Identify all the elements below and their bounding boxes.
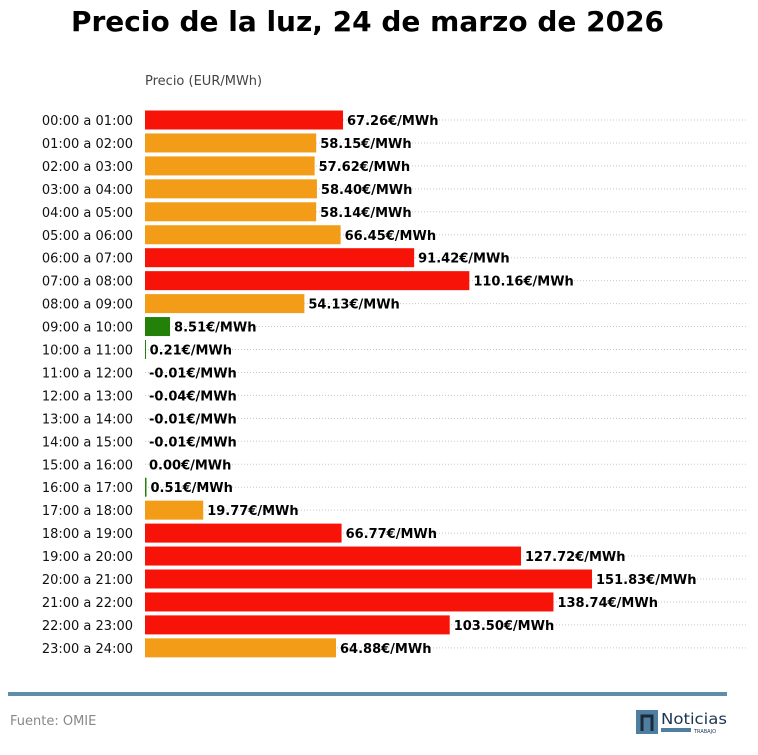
category-label: 05:00 a 06:00 [42, 229, 133, 244]
category-label: 23:00 a 24:00 [42, 642, 133, 657]
bar [145, 569, 592, 589]
value-label: 66.45€/MWh [345, 229, 436, 244]
svg-text:Noticias: Noticias [661, 710, 727, 728]
category-label: 02:00 a 03:00 [42, 160, 133, 175]
value-label: 127.72€/MWh [525, 550, 626, 565]
bar [145, 271, 470, 291]
value-label: -0.01€/MWh [149, 435, 237, 450]
bar [145, 638, 337, 658]
noticias-trabajo-logo: Noticias TRABAJO [636, 710, 727, 735]
bar [145, 592, 554, 612]
bar [145, 340, 146, 359]
source-text: Fuente: OMIE [10, 714, 97, 729]
bar [145, 317, 171, 337]
category-label: 21:00 a 22:00 [42, 596, 133, 611]
category-label: 06:00 a 07:00 [42, 252, 133, 267]
category-label: 09:00 a 10:00 [42, 321, 133, 336]
category-label: 13:00 a 14:00 [42, 412, 133, 427]
value-label: 138.74€/MWh [557, 596, 658, 611]
bar [145, 179, 317, 199]
bar [145, 110, 344, 130]
bar [145, 546, 522, 566]
value-label: 8.51€/MWh [174, 321, 256, 336]
value-label: 58.15€/MWh [320, 137, 411, 152]
bar [145, 500, 204, 520]
bar [145, 523, 342, 543]
value-label: 0.00€/MWh [149, 458, 231, 473]
value-label: 57.62€/MWh [319, 160, 410, 175]
value-label: 110.16€/MWh [473, 275, 573, 290]
category-label: 00:00 a 01:00 [42, 114, 133, 129]
category-label: 16:00 a 17:00 [42, 481, 133, 496]
bar-chart: 00:00 a 01:00 67.26€/MWh 01:00 a 02:00 58.1… [42, 110, 748, 658]
category-label: 18:00 a 19:00 [42, 527, 133, 542]
value-label: 67.26€/MWh [347, 114, 438, 129]
value-label: 66.77€/MWh [346, 527, 437, 542]
footer-rule [8, 692, 727, 696]
category-label: 15:00 a 16:00 [42, 458, 133, 473]
svg-text:TRABAJO: TRABAJO [693, 729, 716, 735]
bar [145, 615, 450, 635]
value-label: 103.50€/MWh [454, 619, 555, 634]
value-label: 0.21€/MWh [150, 344, 232, 359]
bar [145, 477, 147, 497]
value-label: 58.40€/MWh [321, 183, 412, 198]
bar [145, 294, 305, 314]
value-label: -0.01€/MWh [149, 412, 237, 427]
category-label: 01:00 a 02:00 [42, 137, 133, 152]
category-label: 04:00 a 05:00 [42, 206, 133, 221]
category-label: 08:00 a 09:00 [42, 298, 133, 313]
category-label: 19:00 a 20:00 [42, 550, 133, 565]
category-label: 03:00 a 04:00 [42, 183, 133, 198]
bar [145, 248, 415, 268]
value-label: 151.83€/MWh [596, 573, 697, 588]
category-label: 12:00 a 13:00 [42, 389, 133, 404]
value-label: 54.13€/MWh [308, 298, 399, 313]
value-label: 58.14€/MWh [320, 206, 411, 221]
bar [145, 202, 317, 222]
value-label: 64.88€/MWh [340, 642, 431, 657]
value-label: -0.04€/MWh [149, 389, 237, 404]
category-label: 17:00 a 18:00 [42, 504, 133, 519]
bar [145, 133, 317, 153]
category-label: 11:00 a 12:00 [42, 366, 133, 381]
value-label: 91.42€/MWh [418, 252, 509, 267]
category-label: 14:00 a 15:00 [42, 435, 133, 450]
category-label: 20:00 a 21:00 [42, 573, 133, 588]
category-label: 22:00 a 23:00 [42, 619, 133, 634]
x-axis-label: Precio (EUR/MWh) [145, 74, 263, 89]
value-label: 0.51€/MWh [151, 481, 233, 496]
value-label: -0.01€/MWh [149, 366, 237, 381]
bar [145, 225, 341, 245]
bar [145, 156, 315, 176]
category-label: 10:00 a 11:00 [42, 344, 133, 359]
value-label: 19.77€/MWh [207, 504, 298, 519]
chart-title: Precio de la luz, 24 de marzo de 2026 [70, 5, 665, 38]
category-label: 07:00 a 08:00 [42, 275, 133, 290]
